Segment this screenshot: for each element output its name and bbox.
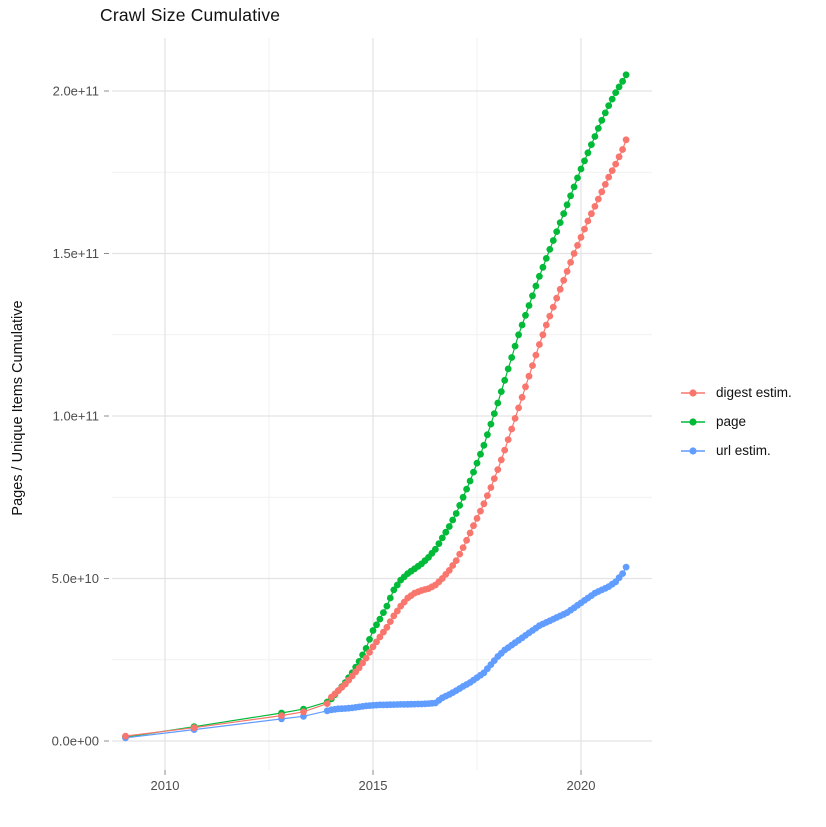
axis-tick-labels: 2010 2015 2020 0.0e+00 5.0e+10 1.0e+11 1.5e+11… xyxy=(52,84,596,794)
legend-item-digest-estim: digest estim. xyxy=(680,378,792,407)
series-digest-estim xyxy=(122,136,630,740)
y-tick-label: 1.0e+11 xyxy=(53,409,99,424)
series-digest-estim-points xyxy=(122,136,630,740)
x-tick-label: 2010 xyxy=(151,778,180,793)
y-axis-title: Pages / Unique Items Cumulative xyxy=(10,300,26,516)
legend-key-icon xyxy=(681,417,705,426)
legend-label: digest estim. xyxy=(716,385,792,400)
x-tick-label: 2015 xyxy=(359,778,388,793)
legend-key-icon xyxy=(681,388,705,397)
x-tick-label: 2020 xyxy=(567,778,596,793)
legend-item-url-estim: url estim. xyxy=(680,436,792,465)
grid-major xyxy=(112,38,652,770)
series-url-estim-points xyxy=(122,563,630,742)
y-tick-label: 1.5e+11 xyxy=(53,246,99,261)
series-url-estim xyxy=(122,563,630,742)
legend-label: url estim. xyxy=(716,443,771,458)
legend: digest estim. page url estim. xyxy=(680,378,792,465)
legend-key-icon xyxy=(681,446,705,455)
y-tick-label: 5.0e+10 xyxy=(52,571,99,586)
legend-label: page xyxy=(716,414,747,429)
grid-minor xyxy=(112,38,652,770)
axis-ticks xyxy=(104,90,582,775)
y-tick-label: 0.0e+00 xyxy=(52,734,99,749)
legend-item-page: page xyxy=(680,407,792,436)
y-tick-label: 2.0e+11 xyxy=(53,84,99,99)
chart-title: Crawl Size Cumulative xyxy=(100,5,281,25)
